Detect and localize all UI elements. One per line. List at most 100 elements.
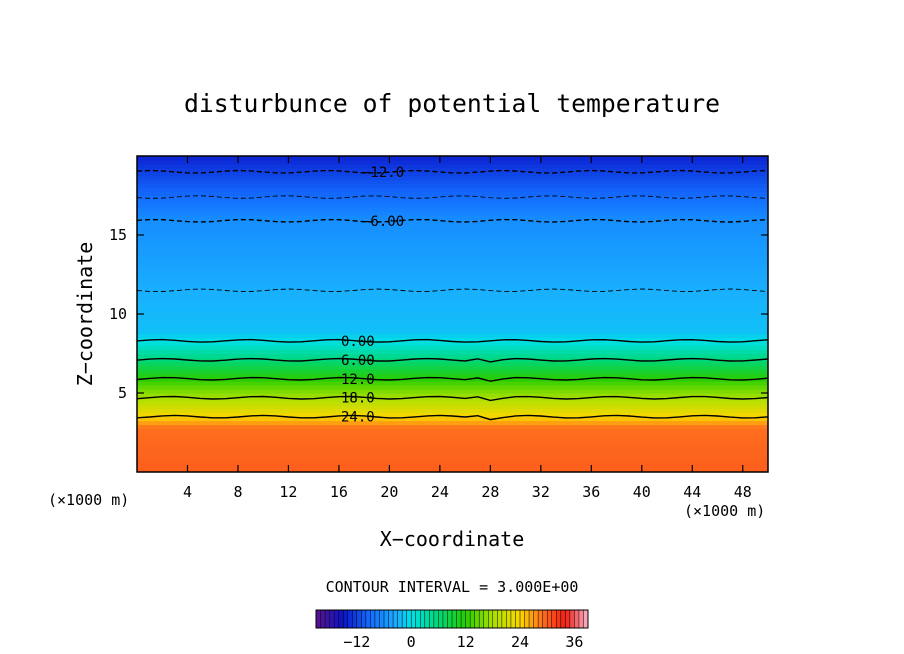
colorbar-cell	[438, 610, 444, 628]
x-axis-label: X−coordinate	[380, 527, 525, 551]
field-band	[137, 396, 768, 402]
field-band	[137, 179, 768, 185]
field-band	[137, 277, 768, 283]
field-band	[137, 459, 768, 465]
colorbar-cell	[433, 610, 439, 628]
field-band	[137, 191, 768, 196]
field-band	[137, 467, 768, 472]
field-band	[137, 368, 768, 374]
colorbar-cell	[542, 610, 548, 628]
x-tick-label: 16	[330, 483, 348, 501]
field-band	[137, 163, 768, 169]
contour-labels: −12.0 −6.00 0.00 6.00 12.0 18.0 24.0	[341, 165, 404, 426]
field-band	[137, 206, 768, 212]
colorbar-cell	[533, 610, 539, 628]
field-band	[137, 435, 768, 441]
contour-label: 12.0	[341, 372, 375, 388]
field-band	[137, 156, 768, 161]
contour-line	[137, 218, 768, 223]
contour-interval-text: CONTOUR INTERVAL = 3.000E+00	[326, 578, 579, 596]
colorbar-cell	[316, 610, 321, 628]
field-band	[137, 285, 768, 291]
colorbar-cell	[415, 610, 421, 628]
contour-line	[137, 414, 768, 421]
field-band	[137, 159, 768, 165]
colorbar-cell	[429, 610, 435, 628]
colorbar-cell	[510, 610, 516, 628]
field-band	[137, 195, 768, 200]
colorbar-cell	[524, 610, 530, 628]
colorbar-cell	[442, 610, 448, 628]
field-band	[137, 254, 768, 260]
colorbar-cell	[470, 610, 475, 628]
colorbar-cell	[565, 610, 571, 628]
field-band	[137, 202, 768, 208]
colorbar-cell	[569, 610, 575, 628]
colorbar-cell	[374, 610, 380, 628]
colorbar-cell	[465, 610, 471, 628]
field-band	[137, 230, 768, 236]
field-band	[137, 372, 768, 378]
field-band	[137, 408, 768, 414]
colorbar-cell	[578, 610, 584, 628]
field-band	[137, 380, 768, 386]
field-band	[137, 424, 768, 430]
x-tick-label: 20	[380, 483, 398, 501]
field-band	[137, 167, 768, 173]
colorbar-cell	[583, 610, 589, 628]
colorbar-cell	[352, 610, 358, 628]
field-band	[137, 463, 768, 469]
colorbar-cell	[384, 610, 389, 628]
colorbar-cell	[452, 610, 457, 628]
field-band	[137, 183, 768, 189]
x-tick-label: 44	[683, 483, 701, 501]
field-band	[137, 333, 768, 339]
field-band	[137, 412, 768, 418]
field-band	[137, 313, 768, 319]
colorbar-cell	[547, 610, 553, 628]
contour-label: 6.00	[341, 353, 375, 369]
field-band	[137, 281, 768, 287]
contour-line	[137, 395, 768, 402]
x-tick-label: 12	[279, 483, 297, 501]
field-band	[137, 329, 768, 335]
field-band	[137, 289, 768, 295]
colorbar-cell	[356, 610, 362, 628]
colorbar-cell	[365, 610, 371, 628]
colorbar-cell	[379, 610, 385, 628]
colorbar-cell	[406, 610, 412, 628]
field-band	[137, 171, 768, 177]
x-tick-label: 24	[431, 483, 449, 501]
field-band	[137, 321, 768, 327]
contour-label: 18.0	[341, 391, 375, 407]
field-band	[137, 258, 768, 264]
x-axis-unit-left: (×1000 m)	[48, 491, 129, 509]
colorbar-cell	[329, 610, 335, 628]
colorbar-cell	[474, 610, 480, 628]
field-band	[137, 293, 768, 299]
field-band	[137, 360, 768, 366]
colorbar-cell	[420, 610, 426, 628]
field-band	[137, 270, 768, 275]
field-band	[137, 309, 768, 315]
field-band	[137, 246, 768, 252]
field-band	[137, 439, 768, 445]
contour-label: 24.0	[341, 410, 375, 426]
colorbar-cell	[338, 610, 344, 628]
colorbar-cell	[370, 610, 376, 628]
y-tick-label: 15	[109, 226, 127, 244]
field-band	[137, 447, 768, 453]
colorbar-cell	[325, 610, 330, 628]
field-band	[137, 420, 768, 426]
x-axis: 4 8 12 16 20 24 28 32 36 40 44 48	[183, 156, 752, 501]
field-band	[137, 297, 768, 303]
colorbar-cell	[320, 610, 326, 628]
colorbar-cell	[492, 610, 498, 628]
colorbar-cell	[501, 610, 507, 628]
field-band	[137, 392, 768, 398]
colorbar-cell	[411, 610, 417, 628]
field-band	[137, 222, 768, 228]
field-band	[137, 416, 768, 422]
colorbar-frame	[315, 609, 589, 629]
colorbar-cell	[393, 610, 398, 628]
